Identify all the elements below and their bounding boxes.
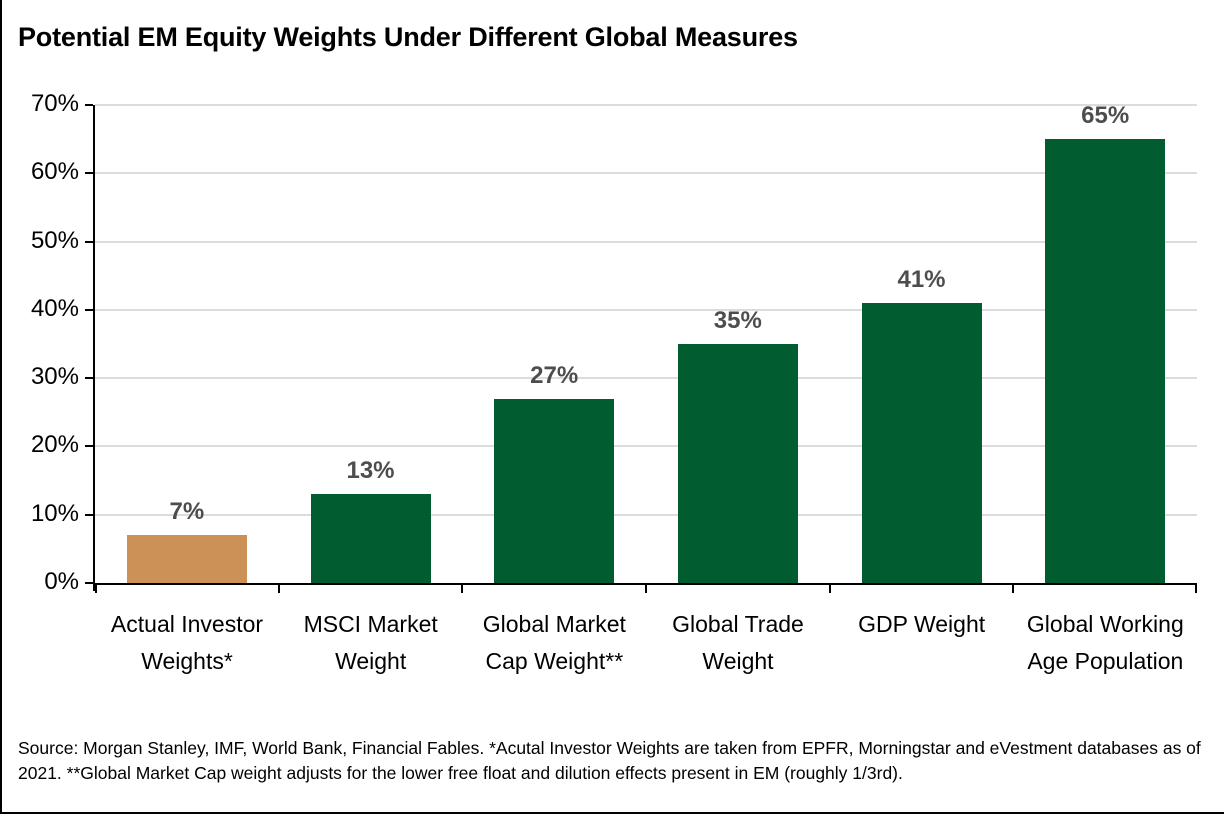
- y-axis-tick: [85, 104, 93, 106]
- bar-value-label: 35%: [713, 307, 762, 334]
- gridline: [95, 377, 1197, 380]
- x-axis-tick: [828, 585, 831, 593]
- y-axis-tick: [85, 513, 93, 516]
- y-axis-line: [93, 105, 95, 591]
- gridline: [95, 104, 1197, 106]
- gridline: [95, 308, 1197, 311]
- y-axis-tick: [85, 172, 93, 175]
- y-axis-tick: [85, 582, 93, 584]
- bar: [1045, 139, 1166, 583]
- bar-value-label: 41%: [897, 266, 946, 294]
- x-axis-category-label: GDP Weight: [858, 611, 986, 637]
- bar: [861, 303, 982, 583]
- y-axis-tick-label: 70%: [30, 90, 79, 117]
- x-axis-tick: [95, 585, 97, 593]
- x-axis-tick: [1195, 585, 1197, 593]
- y-axis-tick-label: 60%: [30, 158, 79, 186]
- x-axis-tick: [645, 585, 647, 593]
- x-axis-category-label: Actual Investor Weights*: [110, 611, 264, 674]
- bar-value-label: 13%: [346, 457, 395, 485]
- bar: [126, 535, 247, 583]
- source-note: Source: Morgan Stanley, IMF, World Bank,…: [18, 738, 1201, 783]
- x-axis-tick: [277, 585, 280, 593]
- x-axis-category-label: Global Working Age Population: [1026, 611, 1184, 674]
- bar: [677, 344, 798, 583]
- page-border-bottom: [0, 812, 1224, 814]
- bar-value-label: 65%: [1081, 102, 1130, 130]
- x-axis-tick: [461, 585, 464, 593]
- y-axis-tick-label: 40%: [30, 294, 79, 322]
- y-axis-tick-label: 50%: [30, 226, 79, 254]
- x-axis-category-label: Global Market Cap Weight**: [482, 611, 626, 674]
- y-axis-tick: [85, 445, 93, 448]
- bar-value-label: 7%: [169, 498, 205, 526]
- gridline: [95, 240, 1197, 243]
- plot-area: 0% 10% 20% 30% 40% 50% 60% 70% 7% 13% 27% 35% 41% 65…: [31, 90, 1197, 595]
- x-axis-category-labels: Actual Investor Weights* MSCI Market Weig…: [95, 606, 1197, 731]
- gridline: [95, 513, 1197, 516]
- x-axis-category-label: MSCI Market Weight: [303, 611, 438, 674]
- bar-value-label: 27%: [530, 361, 579, 389]
- page-border-left: [0, 0, 2, 814]
- y-axis-tick-label: 0%: [44, 568, 79, 595]
- y-axis-tick: [85, 377, 93, 380]
- bar: [310, 494, 431, 583]
- gridline: [95, 172, 1197, 175]
- chart-title: Potential EM Equity Weights Under Differ…: [18, 22, 798, 52]
- x-axis-line: [93, 583, 1197, 585]
- bar: [494, 398, 615, 583]
- y-axis-tick: [85, 240, 93, 243]
- y-axis-tick-label: 30%: [30, 363, 79, 391]
- x-axis-category-label: Global Trade Weight: [672, 611, 804, 674]
- y-axis-tick-label: 20%: [30, 431, 79, 459]
- y-axis-tick: [85, 308, 93, 311]
- y-axis-tick-label: 10%: [30, 499, 79, 527]
- gridline: [95, 445, 1197, 448]
- x-axis-tick: [1012, 585, 1015, 593]
